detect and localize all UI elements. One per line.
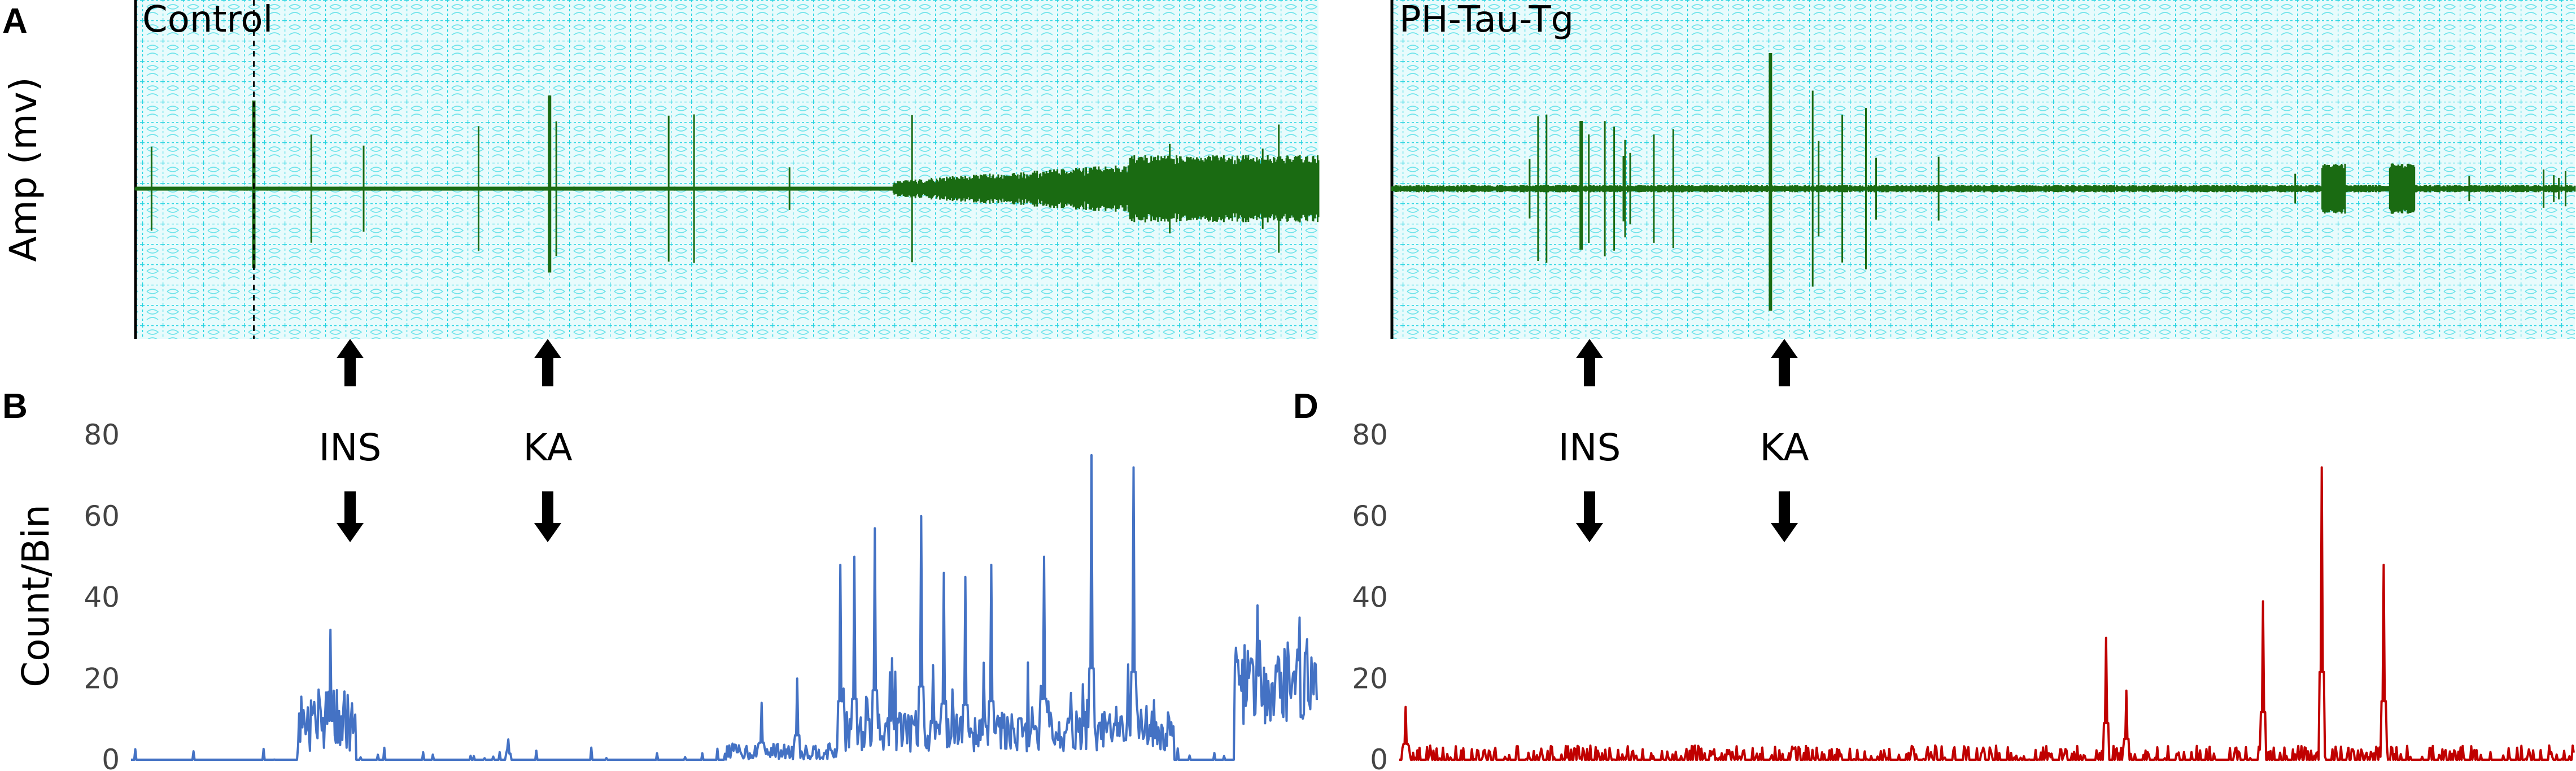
ka-marker-tau: KA: [1759, 339, 1809, 542]
data-point: [942, 572, 944, 574]
ins-marker-tau: INS: [1558, 339, 1621, 542]
y-tick-label: 80: [84, 419, 120, 451]
ins-label-tau: INS: [1558, 426, 1621, 469]
data-point: [338, 711, 339, 712]
up-arrow-icon: [1576, 339, 1603, 386]
y-tick-label: 60: [1352, 500, 1388, 533]
title-tau: PH-Tau-Tg: [1399, 0, 1574, 41]
eeg-trace-tau: [1391, 53, 2576, 311]
panel-d-histogram-tau: 0 20 40 60 80: [1352, 419, 2575, 771]
panel-a-eeg-control: Control: [134, 0, 1320, 339]
down-arrow-icon: [534, 491, 561, 542]
ylabel-amp: Amp (mv): [2, 77, 45, 262]
panel-label-a: A: [2, 2, 28, 41]
y-tick-label: 40: [1352, 581, 1388, 614]
y-tick-label: 20: [84, 662, 120, 695]
data-point: [840, 564, 841, 565]
data-point: [1404, 706, 1406, 708]
count-series-tau: [1399, 466, 2575, 761]
ka-marker-control: KA: [523, 339, 573, 542]
down-arrow-icon: [1771, 491, 1798, 542]
panel-label-b: B: [2, 387, 28, 426]
data-point: [2262, 600, 2263, 602]
down-arrow-icon: [337, 491, 364, 542]
ins-marker-control: INS: [319, 339, 382, 542]
up-arrow-icon: [534, 339, 561, 386]
y-tick-label: 60: [84, 500, 120, 533]
y-ticks-control: 0 20 40 60 80: [84, 419, 120, 771]
data-point: [1298, 617, 1300, 618]
ka-label-control: KA: [523, 426, 572, 469]
ins-label-control: INS: [319, 426, 382, 469]
data-point: [2125, 690, 2127, 691]
count-series-control: [130, 454, 1318, 761]
ka-label-tau: KA: [1759, 426, 1809, 469]
panel-label-d: D: [1293, 387, 1318, 426]
y-tick-label: 20: [1352, 662, 1388, 695]
panel-c-eeg-tau: PH-Tau-Tg: [1390, 0, 2576, 339]
series-line: [1399, 466, 2575, 761]
data-point: [874, 528, 875, 529]
data-point: [965, 576, 967, 578]
data-point: [2106, 637, 2107, 639]
y-tick-label: 80: [1352, 419, 1388, 451]
eeg-grid-control: [136, 0, 1318, 339]
data-point: [761, 702, 762, 704]
y-ticks-tau: 0 20 40 60 80: [1352, 419, 1388, 771]
data-point: [990, 564, 992, 565]
series-line: [130, 454, 1318, 761]
event-annotations: INS KA INS KA: [319, 339, 1809, 542]
data-point: [330, 629, 331, 630]
title-control: Control: [142, 0, 273, 41]
eeg-trace-control: [134, 0, 1320, 339]
data-point: [1091, 455, 1092, 456]
data-point: [2383, 564, 2384, 565]
data-point: [1257, 605, 1258, 606]
data-point: [508, 739, 509, 740]
down-arrow-icon: [1576, 491, 1603, 542]
data-point: [1132, 467, 1134, 468]
y-tick-label: 0: [102, 743, 120, 771]
up-arrow-icon: [1771, 339, 1798, 386]
panel-b-histogram-control: 0 20 40 60 80: [84, 419, 1318, 771]
y-tick-label: 0: [1370, 743, 1388, 771]
ylabel-count: Count/Bin: [14, 504, 58, 687]
data-point: [920, 516, 922, 517]
data-point: [1044, 556, 1045, 557]
up-arrow-icon: [337, 339, 364, 386]
data-point: [320, 711, 321, 712]
data-point: [797, 678, 798, 679]
y-tick-label: 40: [84, 581, 120, 614]
data-point: [892, 657, 893, 659]
data-point: [854, 556, 855, 557]
data-point: [2321, 467, 2322, 468]
